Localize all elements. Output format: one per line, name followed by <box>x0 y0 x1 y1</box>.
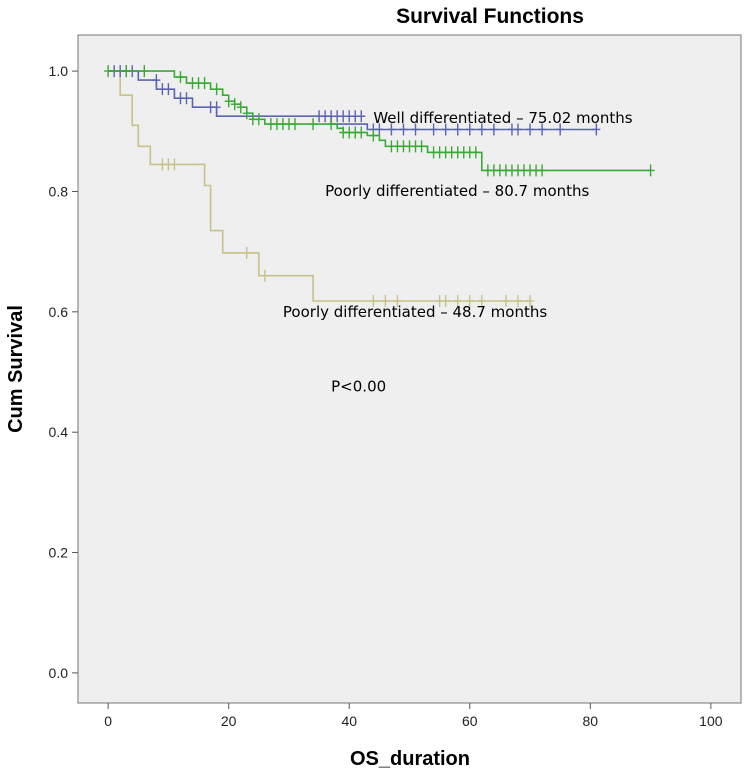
censor-mark <box>200 77 209 90</box>
censor-mark <box>417 140 426 153</box>
censor-mark <box>224 95 233 108</box>
censor-mark <box>182 92 191 105</box>
censor-mark <box>327 118 336 131</box>
censor-mark <box>513 123 522 136</box>
censor-mark <box>357 110 366 123</box>
censor-mark <box>501 294 510 307</box>
censor-mark <box>309 118 318 131</box>
x-tick-label: 20 <box>221 713 237 729</box>
censor-mark <box>170 158 179 171</box>
y-tick-label: 0.0 <box>49 665 69 681</box>
annotation-text: Poorly differentiated – 48.7 months <box>283 303 547 321</box>
series-1 <box>104 65 655 177</box>
series-line <box>108 70 597 131</box>
censor-mark <box>538 164 547 177</box>
series-layer <box>104 65 655 307</box>
censor-mark <box>538 123 547 136</box>
x-tick-label: 80 <box>583 713 599 729</box>
censor-mark <box>375 123 384 136</box>
censor-mark <box>441 123 450 136</box>
chart-title: Survival Functions <box>396 5 584 28</box>
censor-mark <box>477 294 486 307</box>
y-tick-label: 0.2 <box>49 545 69 561</box>
censor-mark <box>212 83 221 96</box>
annotation-text: Poorly differentiated – 80.7 months <box>325 182 589 200</box>
censor-mark <box>212 101 221 114</box>
x-tick-label: 100 <box>699 713 723 729</box>
censor-mark <box>513 294 522 307</box>
censor-mark <box>441 294 450 307</box>
censor-mark <box>236 101 245 114</box>
censor-mark <box>556 123 565 136</box>
censor-mark <box>453 294 462 307</box>
censor-mark <box>176 71 185 84</box>
y-tick-label: 0.6 <box>49 304 69 320</box>
y-tick-label: 1.0 <box>49 63 69 79</box>
censor-mark <box>489 123 498 136</box>
censor-mark <box>260 269 269 282</box>
censor-mark <box>230 98 239 111</box>
plot-area <box>77 34 742 704</box>
censor-mark <box>254 113 263 126</box>
censor-mark <box>122 65 131 78</box>
censor-mark <box>164 83 173 96</box>
x-tick-label: 40 <box>341 713 357 729</box>
series-0 <box>108 65 601 136</box>
y-tick-label: 0.4 <box>49 424 69 440</box>
y-tick-label: 0.8 <box>49 183 69 199</box>
series-line <box>108 70 530 302</box>
censor-mark <box>471 146 480 159</box>
censor-mark <box>477 123 486 136</box>
series-2 <box>108 70 535 307</box>
censor-mark <box>592 123 601 136</box>
censor-mark <box>140 65 149 78</box>
censor-mark <box>290 118 299 131</box>
censor-mark <box>357 126 366 139</box>
censor-mark <box>429 123 438 136</box>
y-axis-label: Cum Survival <box>5 305 27 433</box>
censor-mark <box>526 294 535 307</box>
annotation-text: Well differentiated – 75.02 months <box>373 109 632 127</box>
censor-mark <box>411 123 420 136</box>
censor-mark <box>465 123 474 136</box>
censor-mark <box>152 74 161 87</box>
censor-mark <box>453 123 462 136</box>
censor-mark <box>393 294 402 307</box>
annotation-text: P<0.00 <box>331 377 386 395</box>
x-axis-label: OS_duration <box>350 748 470 770</box>
x-tick-label: 0 <box>104 713 112 729</box>
annotation-layer: Well differentiated – 75.02 months Poorly… <box>283 109 633 395</box>
censor-mark <box>399 123 408 136</box>
censor-mark <box>646 164 655 177</box>
censor-mark <box>242 246 251 259</box>
censor-mark <box>369 129 378 142</box>
censor-mark <box>104 65 113 78</box>
censor-mark <box>381 294 390 307</box>
censor-mark <box>526 123 535 136</box>
axis-ticks: 0 20 40 60 80 100 0.0 0.2 0.4 0.6 0.8 1.0 <box>49 63 723 729</box>
censor-mark <box>369 294 378 307</box>
censor-mark <box>465 294 474 307</box>
censor-mark <box>387 123 396 136</box>
x-tick-label: 60 <box>462 713 478 729</box>
censor-mark <box>242 107 251 120</box>
